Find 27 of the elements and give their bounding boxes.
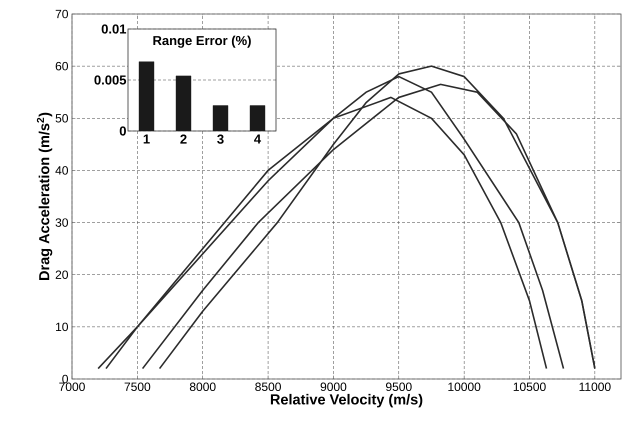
y-tick-label: 50 — [56, 114, 68, 123]
x-tick-label: 4 — [254, 134, 262, 144]
y-tick-label: 60 — [56, 62, 68, 70]
x-tick-label: 9000 — [320, 382, 346, 392]
y-axis-title: Drag Acceleration (m/s$^{2}$) — [36, 112, 52, 280]
x-tick-label: 7500 — [124, 382, 150, 392]
y-tick-label: 0.01 — [102, 24, 126, 34]
y-tick-label: 30 — [56, 218, 68, 227]
x-axis-title: Relative Velocity (m/s) — [270, 394, 422, 408]
x-tick-label: 10500 — [514, 382, 546, 392]
y-tick-label: 10 — [56, 322, 68, 332]
y-tick-label: 40 — [55, 166, 68, 175]
y-tick-label: 70 — [56, 10, 68, 18]
x-tick-label: 8500 — [255, 382, 281, 392]
y-tick-label: 0 — [120, 126, 126, 136]
y-tick-label: 0.005 — [94, 75, 126, 85]
x-tick-label: 8000 — [190, 382, 216, 392]
x-tick-label: 2 — [180, 134, 187, 144]
x-tick-label: 11000 — [580, 382, 611, 392]
x-tick-label: 1 — [144, 134, 150, 144]
chart-title: Range Error (%) — [153, 36, 251, 48]
x-tick-label: 9500 — [386, 382, 412, 392]
x-tick-label: 7000 — [59, 382, 85, 392]
y-tick-label: 0 — [62, 374, 68, 384]
x-tick-label: 10000 — [448, 382, 480, 392]
x-tick-label: 3 — [217, 134, 224, 144]
y-tick-label: 20 — [56, 270, 68, 279]
